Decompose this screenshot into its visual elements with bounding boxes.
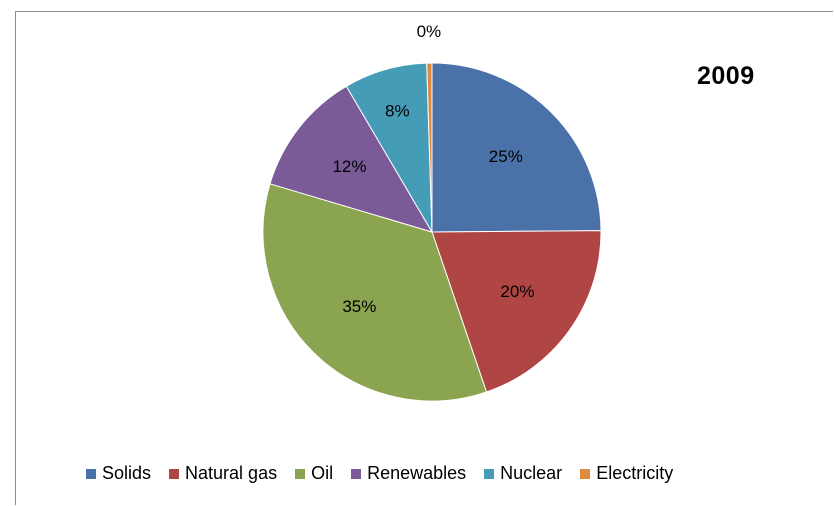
legend-label-oil: Oil [311, 463, 334, 483]
legend-item-oil: Oil [295, 463, 333, 484]
data-label-oil: 35% [342, 297, 376, 316]
chart-title: 2009 [697, 62, 755, 90]
data-label-electricity: 0% [417, 22, 442, 41]
legend-label-natural-gas: Natural gas [185, 463, 278, 483]
legend-swatch-oil [295, 468, 306, 479]
pie-slice-solids [431, 62, 602, 233]
chart-legend: Solids Natural gas Oil Renewables Nuclea… [86, 463, 673, 484]
data-label-nuclear: 8% [385, 101, 410, 120]
legend-swatch-electricity [580, 468, 591, 479]
data-label-solids: 25% [489, 147, 523, 166]
pie-slice-natural-gas [431, 230, 602, 393]
legend-label-nuclear: Nuclear [500, 463, 563, 483]
legend-swatch-renewables [351, 468, 362, 479]
legend-item-natural-gas: Natural gas [169, 463, 277, 484]
legend-swatch-natural-gas [169, 468, 180, 479]
pie-slice-oil [262, 183, 488, 402]
legend-item-electricity: Electricity [580, 463, 673, 484]
legend-item-solids: Solids [86, 463, 151, 484]
legend-swatch-nuclear [484, 468, 495, 479]
legend-swatch-solids [86, 468, 96, 479]
data-label-renewables: 12% [332, 157, 366, 176]
legend-label-electricity: Electricity [596, 463, 674, 483]
legend-label-solids: Solids [102, 463, 152, 483]
data-label-natural-gas: 20% [500, 282, 534, 301]
pie-slice-renewables [269, 85, 434, 233]
pie-slice-electricity [426, 62, 433, 233]
legend-item-nuclear: Nuclear [484, 463, 562, 484]
legend-item-renewables: Renewables [351, 463, 466, 484]
legend-label-renewables: Renewables [367, 463, 467, 483]
